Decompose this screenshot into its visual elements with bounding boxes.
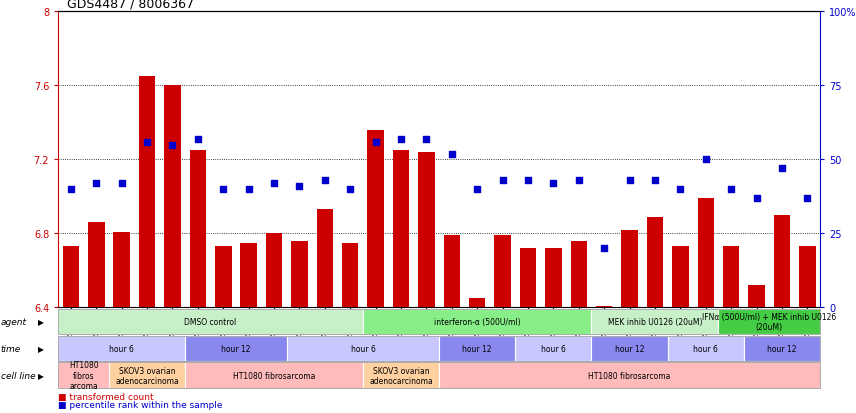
Bar bbox=[672, 247, 688, 308]
Text: hour 6: hour 6 bbox=[541, 344, 566, 353]
Bar bbox=[342, 243, 359, 308]
Point bbox=[521, 178, 535, 184]
Text: hour 12: hour 12 bbox=[615, 344, 645, 353]
Point bbox=[318, 178, 331, 184]
Bar bbox=[367, 131, 383, 308]
Text: DMSO control: DMSO control bbox=[184, 317, 237, 326]
Point bbox=[241, 186, 255, 193]
Text: ■ percentile rank within the sample: ■ percentile rank within the sample bbox=[58, 400, 223, 409]
Bar bbox=[647, 217, 663, 308]
Text: hour 12: hour 12 bbox=[462, 344, 492, 353]
Bar bbox=[545, 249, 562, 308]
Text: ▶: ▶ bbox=[38, 371, 44, 380]
Bar bbox=[571, 241, 587, 308]
Text: hour 12: hour 12 bbox=[221, 344, 251, 353]
Bar bbox=[164, 86, 181, 308]
Point bbox=[776, 166, 789, 172]
Point bbox=[445, 151, 459, 157]
Text: MEK inhib U0126 (20uM): MEK inhib U0126 (20uM) bbox=[608, 317, 702, 326]
Bar bbox=[495, 236, 511, 308]
Bar bbox=[698, 199, 714, 308]
Point bbox=[115, 180, 128, 187]
Point bbox=[572, 178, 586, 184]
Bar bbox=[190, 151, 206, 308]
Point bbox=[217, 186, 230, 193]
Text: HT1080 fibrosarcoma: HT1080 fibrosarcoma bbox=[588, 371, 671, 380]
Text: ■ transformed count: ■ transformed count bbox=[58, 392, 154, 401]
Text: agent: agent bbox=[1, 317, 27, 326]
Bar bbox=[723, 247, 740, 308]
Point bbox=[622, 178, 636, 184]
Bar bbox=[748, 285, 764, 308]
Bar bbox=[800, 247, 816, 308]
Text: cell line: cell line bbox=[1, 371, 35, 380]
Point bbox=[191, 136, 205, 142]
Bar bbox=[62, 247, 79, 308]
Text: hour 6: hour 6 bbox=[110, 344, 134, 353]
Text: ▶: ▶ bbox=[38, 317, 44, 326]
Point bbox=[800, 195, 814, 202]
Point bbox=[698, 157, 712, 164]
Bar bbox=[419, 153, 435, 308]
Bar bbox=[241, 243, 257, 308]
Text: time: time bbox=[1, 344, 21, 353]
Point bbox=[90, 180, 103, 187]
Point bbox=[546, 180, 560, 187]
Text: hour 12: hour 12 bbox=[767, 344, 797, 353]
Point bbox=[64, 186, 78, 193]
Text: HT1080 fibrosarcoma: HT1080 fibrosarcoma bbox=[233, 371, 315, 380]
Bar bbox=[114, 232, 130, 308]
Point bbox=[369, 139, 383, 146]
Point bbox=[648, 178, 662, 184]
Bar bbox=[393, 151, 409, 308]
Point bbox=[394, 136, 408, 142]
Bar bbox=[621, 230, 638, 308]
Point bbox=[165, 142, 180, 149]
Text: HT1080
fibros
arcoma: HT1080 fibros arcoma bbox=[68, 361, 98, 390]
Bar bbox=[520, 249, 536, 308]
Text: hour 6: hour 6 bbox=[350, 344, 376, 353]
Point bbox=[496, 178, 509, 184]
Point bbox=[750, 195, 764, 202]
Bar bbox=[596, 306, 612, 308]
Point bbox=[267, 180, 281, 187]
Text: hour 6: hour 6 bbox=[693, 344, 718, 353]
Bar bbox=[139, 77, 155, 308]
Point bbox=[140, 139, 154, 146]
Point bbox=[674, 186, 687, 193]
Text: IFNα (500U/ml) + MEK inhib U0126
(20uM): IFNα (500U/ml) + MEK inhib U0126 (20uM) bbox=[702, 312, 836, 331]
Text: ▶: ▶ bbox=[38, 344, 44, 353]
Point bbox=[471, 186, 484, 193]
Point bbox=[293, 183, 306, 190]
Point bbox=[724, 186, 738, 193]
Bar bbox=[215, 247, 231, 308]
Bar bbox=[266, 234, 282, 308]
Bar bbox=[291, 241, 307, 308]
Point bbox=[343, 186, 357, 193]
Point bbox=[597, 245, 611, 252]
Point bbox=[419, 136, 433, 142]
Bar bbox=[443, 236, 460, 308]
Bar bbox=[88, 223, 104, 308]
Bar bbox=[469, 299, 485, 308]
Text: SKOV3 ovarian
adenocarcinoma: SKOV3 ovarian adenocarcinoma bbox=[116, 366, 179, 385]
Text: interferon-α (500U/ml): interferon-α (500U/ml) bbox=[434, 317, 520, 326]
Text: SKOV3 ovarian
adenocarcinoma: SKOV3 ovarian adenocarcinoma bbox=[369, 366, 433, 385]
Text: GDS4487 / 8006367: GDS4487 / 8006367 bbox=[67, 0, 193, 10]
Bar bbox=[774, 216, 790, 308]
Bar bbox=[317, 210, 333, 308]
